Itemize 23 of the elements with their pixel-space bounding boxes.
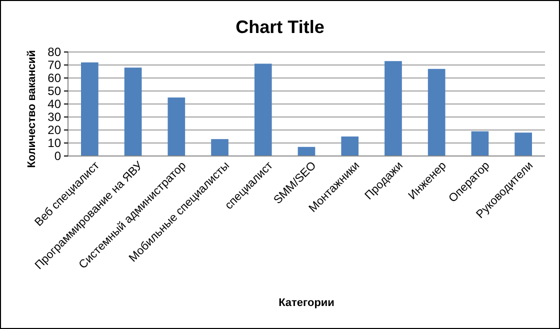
chart-title: Chart Title	[236, 17, 324, 37]
y-tick-label: 20	[48, 122, 62, 137]
bar	[168, 98, 186, 156]
y-tick-label: 50	[48, 84, 62, 98]
y-tick-label: 10	[48, 136, 62, 150]
bar	[514, 132, 532, 156]
y-tick-label: 30	[48, 110, 62, 124]
bar	[254, 64, 272, 156]
y-tick-label: 80	[48, 44, 62, 59]
y-tick-label: 60	[48, 70, 62, 85]
bar	[471, 131, 489, 156]
y-tick-label: 70	[48, 58, 62, 72]
bar	[81, 62, 98, 156]
y-tick-label: 40	[48, 96, 62, 111]
bar	[341, 136, 359, 156]
y-axis-title: Количество вакансий	[26, 50, 38, 168]
bar	[298, 146, 316, 156]
bar	[428, 68, 446, 156]
bar	[124, 68, 142, 156]
x-axis-title: Категории	[278, 297, 334, 309]
y-tick-label: 0	[54, 148, 62, 163]
bar	[211, 139, 228, 156]
bar	[384, 61, 402, 156]
